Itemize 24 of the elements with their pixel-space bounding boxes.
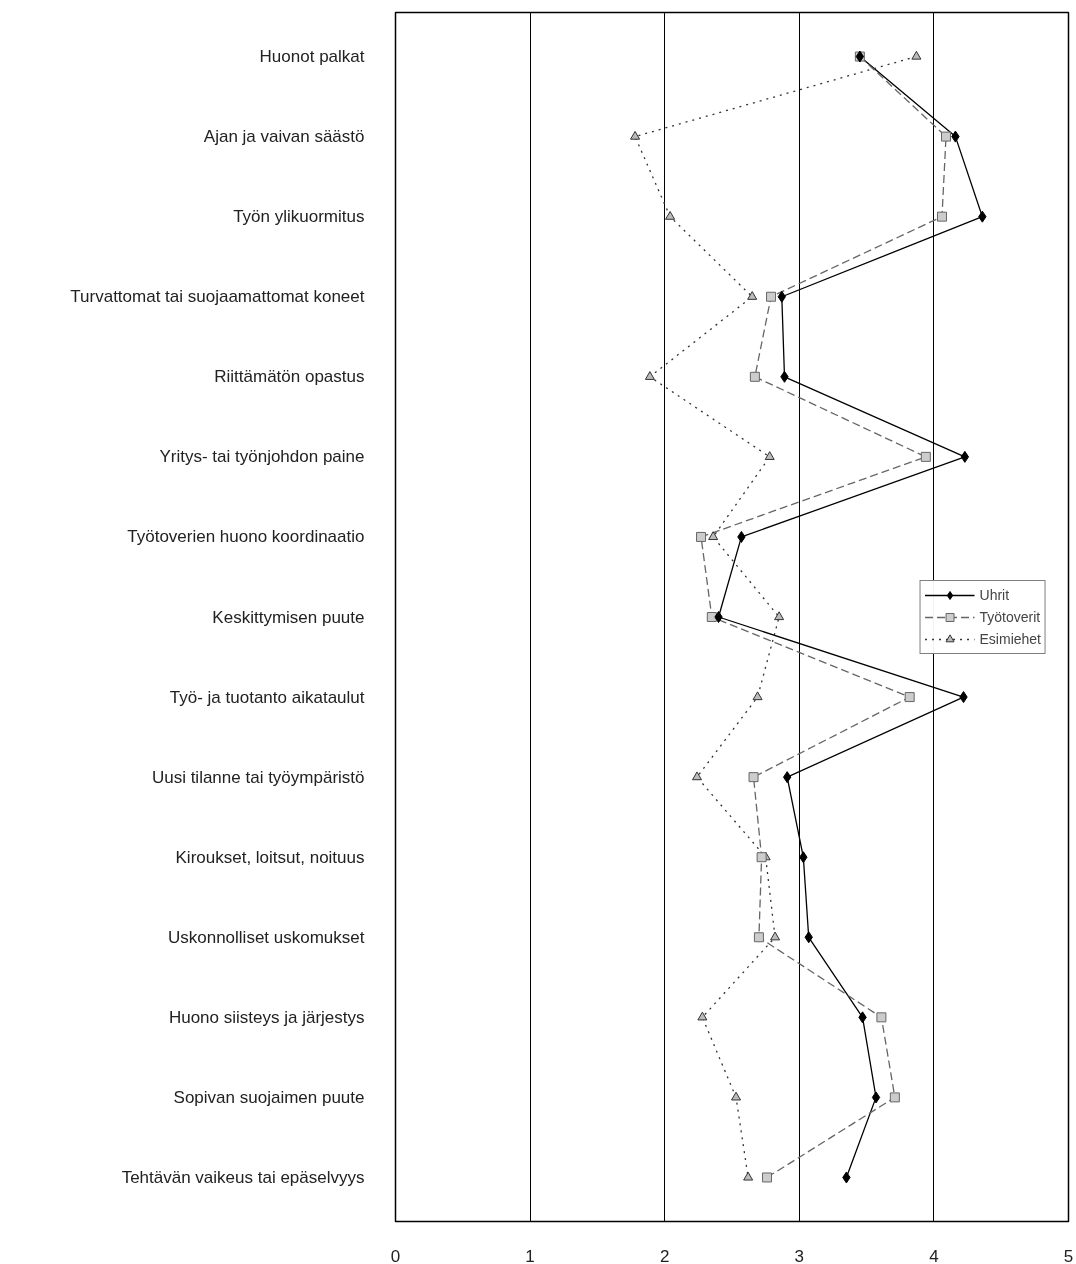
y-tick-label: Sopivan suojaimen puute [173,1087,365,1107]
y-tick-label: Huonot palkat [259,47,365,67]
y-tick-label: Ajan ja vaivan säästö [203,127,365,147]
y-tick-label: Riittämätön opastus [214,367,365,387]
x-tick-label: 4 [929,1246,939,1264]
y-tick-label: Työn ylikuormitus [233,207,365,227]
legend-label: Esimiehet [979,630,1041,647]
x-tick-label: 5 [1063,1246,1074,1264]
y-tick-label: Työ- ja tuotanto aikataulut [169,687,365,707]
y-tick-label: Uskonnolliset uskomukset [167,927,365,947]
y-tick-label: Huono siisteys ja järjestys [168,1007,365,1027]
x-tick-label: 0 [390,1246,401,1264]
y-tick-label: Yritys- tai työnjohdon paine [159,447,365,467]
legend-label: Uhrit [979,586,1010,603]
x-tick-label: 2 [659,1246,670,1264]
legend-label: Työtoverit [979,608,1041,625]
y-tick-label: Keskittymisen puute [212,607,365,627]
x-tick-label: 1 [525,1246,535,1264]
y-tick-label: Tehtävän vaikeus tai epäselvyys [121,1167,365,1187]
x-tick-label: 3 [794,1246,805,1264]
y-tick-label: Kiroukset, loitsut, noituus [175,847,365,867]
y-tick-label: Uusi tilanne tai työympäristö [151,767,365,787]
y-tick-label: Turvattomat tai suojaamattomat koneet [70,287,365,307]
y-tick-label: Työtoverien huono koordinaatio [127,527,365,547]
